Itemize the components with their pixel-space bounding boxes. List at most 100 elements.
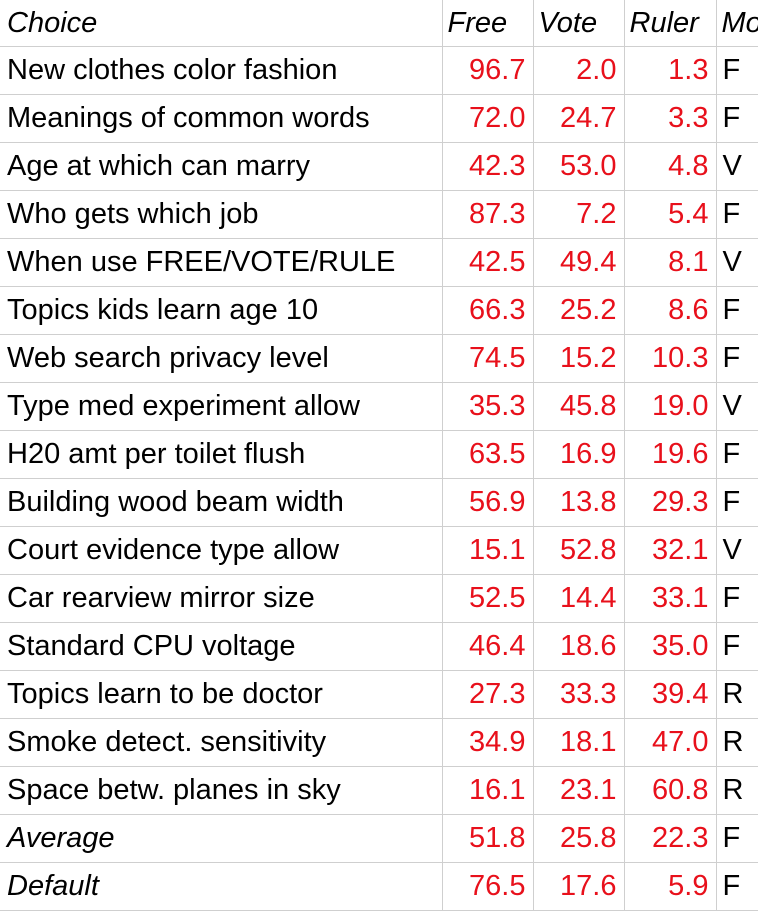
cell-choice[interactable]: Topics kids learn age 10	[0, 286, 443, 335]
cell-ruler[interactable]: 1.3	[624, 46, 717, 95]
cell-free[interactable]: 16.1	[442, 766, 534, 815]
cell-mode[interactable]: F	[716, 190, 758, 239]
cell-free[interactable]: 51.8	[442, 814, 534, 863]
cell-ruler[interactable]: 35.0	[624, 622, 717, 671]
cell-free[interactable]: 34.9	[442, 718, 534, 767]
cell-choice[interactable]: When use FREE/VOTE/RULE	[0, 238, 443, 287]
cell-ruler[interactable]: 8.6	[624, 286, 717, 335]
cell-vote[interactable]: 33.3	[533, 670, 625, 719]
cell-vote[interactable]: 25.2	[533, 286, 625, 335]
cell-choice[interactable]: Topics learn to be doctor	[0, 670, 443, 719]
cell-vote[interactable]: 2.0	[533, 46, 625, 95]
cell-vote[interactable]: 53.0	[533, 142, 625, 191]
cell-free[interactable]: 52.5	[442, 574, 534, 623]
table-row: Default 76.5 17.6 5.9 F	[0, 862, 758, 911]
cell-mode[interactable]: F	[716, 430, 758, 479]
cell-ruler[interactable]: 19.6	[624, 430, 717, 479]
cell-ruler[interactable]: 29.3	[624, 478, 717, 527]
cell-ruler[interactable]: 5.4	[624, 190, 717, 239]
cell-ruler[interactable]: 39.4	[624, 670, 717, 719]
cell-choice[interactable]: Web search privacy level	[0, 334, 443, 383]
header-cell-ruler[interactable]: Ruler	[624, 0, 717, 47]
cell-mode[interactable]: R	[716, 766, 758, 815]
cell-mode[interactable]: R	[716, 670, 758, 719]
cell-free[interactable]: 15.1	[442, 526, 534, 575]
cell-choice[interactable]: Default	[0, 862, 443, 911]
cell-vote[interactable]: 18.1	[533, 718, 625, 767]
cell-choice[interactable]: New clothes color fashion	[0, 46, 443, 95]
cell-free[interactable]: 46.4	[442, 622, 534, 671]
table-row: Smoke detect. sensitivity 34.9 18.1 47.0 R	[0, 718, 758, 767]
cell-ruler[interactable]: 4.8	[624, 142, 717, 191]
cell-vote[interactable]: 45.8	[533, 382, 625, 431]
cell-vote[interactable]: 18.6	[533, 622, 625, 671]
header-cell-free[interactable]: Free	[442, 0, 534, 47]
cell-ruler[interactable]: 60.8	[624, 766, 717, 815]
cell-free[interactable]: 76.5	[442, 862, 534, 911]
cell-choice[interactable]: Space betw. planes in sky	[0, 766, 443, 815]
cell-choice[interactable]: Age at which can marry	[0, 142, 443, 191]
header-cell-choice[interactable]: Choice	[0, 0, 443, 47]
cell-free[interactable]: 27.3	[442, 670, 534, 719]
cell-ruler[interactable]: 32.1	[624, 526, 717, 575]
cell-choice[interactable]: Meanings of common words	[0, 94, 443, 143]
cell-mode[interactable]: F	[716, 286, 758, 335]
cell-mode[interactable]: F	[716, 622, 758, 671]
cell-vote[interactable]: 7.2	[533, 190, 625, 239]
cell-vote[interactable]: 16.9	[533, 430, 625, 479]
cell-choice[interactable]: Court evidence type allow	[0, 526, 443, 575]
cell-free[interactable]: 42.3	[442, 142, 534, 191]
cell-mode[interactable]: F	[716, 46, 758, 95]
cell-choice[interactable]: Car rearview mirror size	[0, 574, 443, 623]
cell-mode[interactable]: F	[716, 574, 758, 623]
cell-ruler[interactable]: 3.3	[624, 94, 717, 143]
cell-mode[interactable]: F	[716, 814, 758, 863]
cell-mode[interactable]: V	[716, 238, 758, 287]
cell-vote[interactable]: 15.2	[533, 334, 625, 383]
cell-vote[interactable]: 14.4	[533, 574, 625, 623]
cell-ruler[interactable]: 33.1	[624, 574, 717, 623]
cell-mode[interactable]: V	[716, 382, 758, 431]
cell-mode[interactable]: F	[716, 478, 758, 527]
cell-ruler[interactable]: 47.0	[624, 718, 717, 767]
cell-choice[interactable]: H20 amt per toilet flush	[0, 430, 443, 479]
cell-free[interactable]: 63.5	[442, 430, 534, 479]
cell-free[interactable]: 72.0	[442, 94, 534, 143]
cell-free[interactable]: 74.5	[442, 334, 534, 383]
cell-mode[interactable]: R	[716, 718, 758, 767]
cell-mode[interactable]: V	[716, 142, 758, 191]
cell-free[interactable]: 66.3	[442, 286, 534, 335]
cell-ruler[interactable]: 5.9	[624, 862, 717, 911]
cell-ruler[interactable]: 19.0	[624, 382, 717, 431]
cell-vote[interactable]: 13.8	[533, 478, 625, 527]
cell-vote[interactable]: 23.1	[533, 766, 625, 815]
cell-choice[interactable]: Building wood beam width	[0, 478, 443, 527]
header-cell-mode[interactable]: Mo	[716, 0, 758, 47]
cell-vote[interactable]: 17.6	[533, 862, 625, 911]
cell-vote[interactable]: 24.7	[533, 94, 625, 143]
cell-free[interactable]: 42.5	[442, 238, 534, 287]
cell-mode[interactable]: F	[716, 334, 758, 383]
cell-mode[interactable]: F	[716, 862, 758, 911]
cell-ruler[interactable]: 10.3	[624, 334, 717, 383]
cell-choice[interactable]: Who gets which job	[0, 190, 443, 239]
cell-choice[interactable]: Smoke detect. sensitivity	[0, 718, 443, 767]
cell-mode[interactable]: F	[716, 94, 758, 143]
cell-choice[interactable]: Average	[0, 814, 443, 863]
header-cell-vote[interactable]: Vote	[533, 0, 625, 47]
cell-free[interactable]: 35.3	[442, 382, 534, 431]
table-row: Average 51.8 25.8 22.3 F	[0, 814, 758, 863]
cell-free[interactable]: 56.9	[442, 478, 534, 527]
cell-free[interactable]: 96.7	[442, 46, 534, 95]
cell-mode[interactable]: V	[716, 526, 758, 575]
cell-vote[interactable]: 25.8	[533, 814, 625, 863]
cell-ruler[interactable]: 22.3	[624, 814, 717, 863]
cell-vote[interactable]: 52.8	[533, 526, 625, 575]
cell-choice[interactable]: Standard CPU voltage	[0, 622, 443, 671]
cell-vote[interactable]: 49.4	[533, 238, 625, 287]
table-row: Car rearview mirror size 52.5 14.4 33.1 F	[0, 574, 758, 623]
cell-choice[interactable]: Type med experiment allow	[0, 382, 443, 431]
table-row: Type med experiment allow 35.3 45.8 19.0 V	[0, 382, 758, 431]
cell-free[interactable]: 87.3	[442, 190, 534, 239]
cell-ruler[interactable]: 8.1	[624, 238, 717, 287]
